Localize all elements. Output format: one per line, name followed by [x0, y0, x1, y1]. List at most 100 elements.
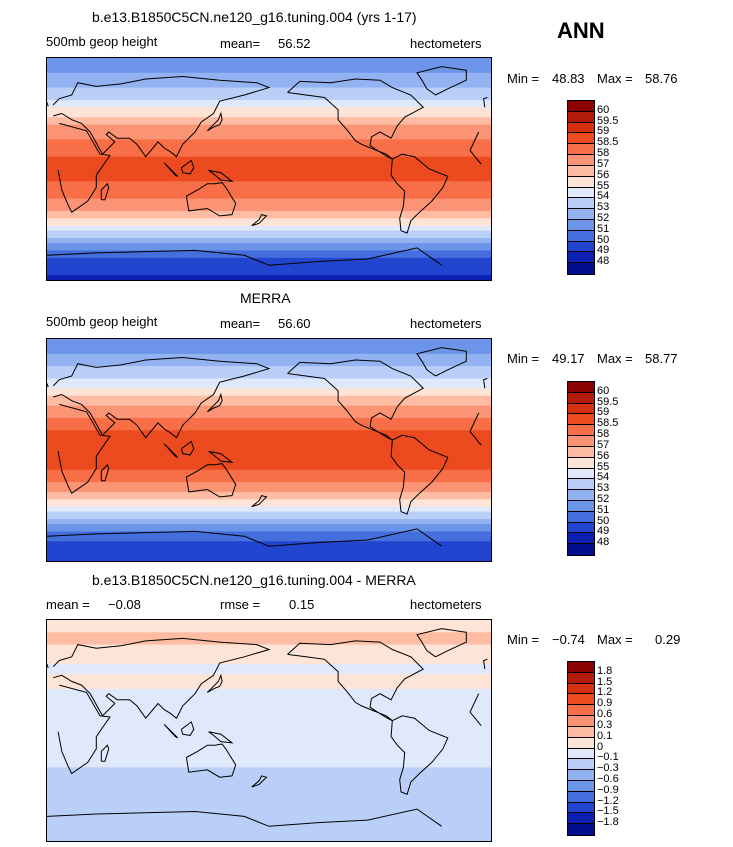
- coastline: [469, 711, 482, 726]
- contour-band: [47, 366, 491, 370]
- colorbar-swatch: [568, 436, 594, 447]
- contour-band: [47, 169, 491, 173]
- colorbar-tick-label: 1.5: [597, 675, 613, 688]
- contour-band: [47, 206, 491, 210]
- contour-band: [47, 193, 491, 197]
- contour-band: [47, 225, 491, 229]
- contour-band: [47, 779, 491, 783]
- contour-band: [47, 240, 491, 244]
- colorbar-swatch: [568, 403, 594, 415]
- contour-band: [47, 801, 491, 805]
- contour-band: [47, 385, 491, 389]
- contour-band: [47, 509, 491, 513]
- contour-band: [47, 447, 491, 451]
- contour-band: [47, 487, 491, 491]
- contour-band: [47, 777, 491, 781]
- coastline: [390, 715, 449, 795]
- panel-title: b.e13.B1850C5CN.ne120_g16.tuning.004 (yr…: [92, 9, 417, 25]
- contour-band: [47, 838, 491, 841]
- contour-band: [47, 390, 491, 394]
- contour-band: [47, 173, 491, 177]
- contour-band: [47, 813, 491, 818]
- contour-band: [47, 220, 491, 224]
- contour-band: [47, 166, 491, 170]
- contour-band: [47, 159, 491, 163]
- contour-band: [47, 149, 491, 153]
- colorbar-swatch: [568, 165, 594, 177]
- contour-band: [47, 376, 491, 380]
- contour-band: [47, 154, 491, 158]
- colorbar-tick-label: 53: [597, 482, 610, 495]
- colorbar-tick-label: 57: [597, 438, 610, 451]
- coastline: [52, 75, 271, 158]
- coastline: [251, 495, 268, 508]
- contour-band: [47, 191, 491, 195]
- coastline: [287, 359, 425, 441]
- contour-band: [47, 380, 491, 384]
- contour-band: [47, 479, 491, 483]
- colorbar-swatch: [568, 500, 594, 512]
- coastline: [52, 637, 271, 720]
- contour-band: [47, 109, 491, 113]
- contour-band: [47, 514, 491, 518]
- coastline: [469, 150, 482, 165]
- colorbar-tick-label: 59.5: [597, 114, 619, 127]
- colorbar-swatch: [568, 111, 594, 123]
- contour-band: [47, 524, 491, 528]
- contour-band: [47, 755, 491, 759]
- contour-band: [47, 361, 491, 365]
- colorbar-swatch: [568, 780, 594, 792]
- colorbar-swatch: [568, 705, 594, 717]
- contour-band: [47, 164, 491, 168]
- colorbar-swatch: [568, 101, 594, 112]
- contour-band: [47, 97, 491, 101]
- contour-band: [47, 526, 491, 530]
- coastline: [469, 693, 480, 713]
- contour-band: [47, 678, 491, 682]
- colorbar-tick-label: −1.5: [597, 805, 619, 818]
- contour-map: [46, 619, 492, 842]
- coastline: [57, 403, 111, 494]
- contour-band: [47, 65, 491, 69]
- contour-band: [47, 501, 491, 505]
- contour-band: [47, 796, 491, 800]
- contour-band: [47, 491, 491, 495]
- coastline: [483, 658, 488, 670]
- colorbar-swatch: [568, 662, 594, 673]
- contour-band: [47, 671, 491, 675]
- contour-band: [47, 469, 491, 473]
- coastline: [180, 159, 195, 175]
- contour-band: [47, 196, 491, 200]
- contour-band: [47, 818, 491, 822]
- contour-band: [47, 556, 491, 560]
- contour-band: [47, 784, 491, 788]
- colorbar-tick-label: 0.6: [597, 708, 613, 721]
- colorbar-tick-label: 59.5: [597, 395, 619, 408]
- contour-band: [47, 720, 491, 724]
- min-value: 49.17: [552, 351, 585, 366]
- contour-band: [47, 270, 491, 274]
- rmse-label: rmse =: [220, 597, 261, 612]
- contour-band: [47, 519, 491, 523]
- coastline: [206, 673, 223, 693]
- colorbar-swatch: [568, 241, 594, 253]
- contour-band: [47, 742, 491, 746]
- contour-band: [47, 107, 491, 111]
- contour-band: [47, 649, 491, 653]
- contour-band: [47, 546, 491, 550]
- coastline: [469, 431, 482, 446]
- min-value: 48.83: [552, 71, 585, 86]
- contour-band: [47, 388, 491, 392]
- coastline: [47, 664, 49, 669]
- contour-band: [47, 181, 491, 185]
- contour-band: [47, 368, 491, 372]
- colorbar-tick-label: 60: [597, 103, 610, 116]
- colorbar-tick-label: 1.8: [597, 664, 613, 677]
- contour-band: [47, 828, 491, 832]
- colorbar-tick-label: 59: [597, 125, 610, 138]
- colorbar-swatch: [568, 522, 594, 534]
- contour-band: [47, 669, 491, 673]
- colorbar-tick-label: 50: [597, 514, 610, 527]
- contour-band: [47, 243, 491, 247]
- contour-band: [47, 764, 491, 768]
